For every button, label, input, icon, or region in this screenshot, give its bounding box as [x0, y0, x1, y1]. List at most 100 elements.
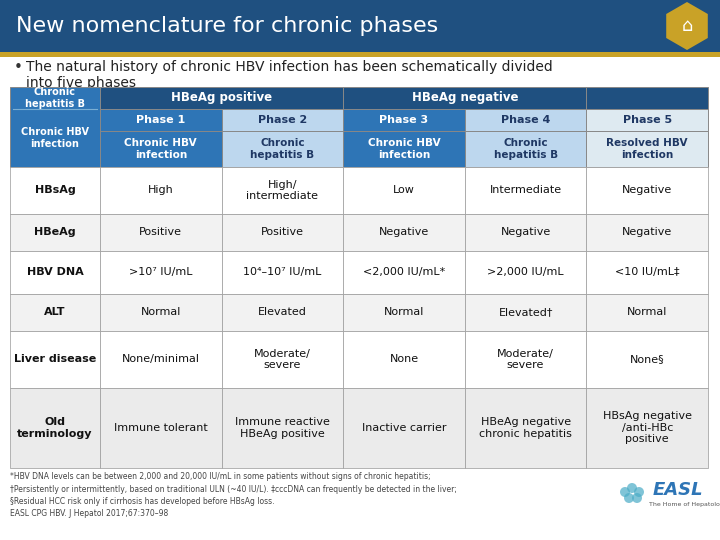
- Circle shape: [624, 493, 634, 503]
- Text: Normal: Normal: [627, 307, 667, 318]
- Bar: [465, 109, 586, 131]
- Text: Positive: Positive: [261, 227, 304, 237]
- Text: Phase 4: Phase 4: [501, 115, 550, 125]
- Text: Moderate/
severe: Moderate/ severe: [254, 348, 311, 370]
- Bar: [10, 167, 100, 214]
- Text: Chronic
hepatitis B: Chronic hepatitis B: [493, 138, 558, 160]
- Bar: [586, 294, 708, 331]
- Text: Chronic HBV
infection: Chronic HBV infection: [125, 138, 197, 160]
- Text: <10 IU/mL‡: <10 IU/mL‡: [615, 267, 680, 278]
- Polygon shape: [666, 2, 708, 50]
- Text: Normal: Normal: [384, 307, 424, 318]
- Text: into five phases: into five phases: [26, 76, 136, 90]
- Bar: [222, 388, 343, 468]
- Text: None/minimal: None/minimal: [122, 354, 200, 364]
- Bar: [343, 87, 586, 109]
- Bar: [10, 331, 100, 388]
- Bar: [100, 331, 222, 388]
- Text: Phase 3: Phase 3: [379, 115, 428, 125]
- Text: Inactive carrier: Inactive carrier: [361, 423, 446, 433]
- Bar: [100, 87, 343, 109]
- Text: Elevated: Elevated: [258, 307, 307, 318]
- Bar: [222, 167, 343, 214]
- Bar: [465, 331, 586, 388]
- Text: ⌂: ⌂: [681, 17, 693, 35]
- Bar: [100, 294, 222, 331]
- Text: Phase 2: Phase 2: [258, 115, 307, 125]
- Text: Intermediate: Intermediate: [490, 185, 562, 195]
- Bar: [465, 214, 586, 251]
- Bar: [100, 109, 222, 131]
- Text: The natural history of chronic HBV infection has been schematically divided: The natural history of chronic HBV infec…: [26, 60, 553, 74]
- Bar: [222, 331, 343, 388]
- Text: Low: Low: [393, 185, 415, 195]
- Text: Positive: Positive: [139, 227, 182, 237]
- Text: Negative: Negative: [379, 227, 429, 237]
- Bar: [10, 251, 100, 294]
- Text: Immune tolerant: Immune tolerant: [114, 423, 207, 433]
- Bar: [222, 214, 343, 251]
- Text: High/
intermediate: High/ intermediate: [246, 180, 318, 201]
- Text: Chronic HBV
infection: Chronic HBV infection: [21, 127, 89, 149]
- Text: HBeAg positive: HBeAg positive: [171, 91, 272, 105]
- Text: Negative: Negative: [622, 185, 672, 195]
- Text: New nomenclature for chronic phases: New nomenclature for chronic phases: [16, 16, 438, 36]
- Bar: [100, 167, 222, 214]
- Text: >10⁷ IU/mL: >10⁷ IU/mL: [129, 267, 192, 278]
- Bar: [222, 109, 343, 131]
- Circle shape: [634, 487, 644, 497]
- Bar: [343, 109, 465, 131]
- Bar: [222, 294, 343, 331]
- Text: Chronic HBV
infection: Chronic HBV infection: [368, 138, 441, 160]
- Text: Normal: Normal: [140, 307, 181, 318]
- Circle shape: [627, 483, 637, 493]
- Text: None: None: [390, 354, 418, 364]
- Text: Immune reactive
HBeAg positive: Immune reactive HBeAg positive: [235, 417, 330, 438]
- Text: HBeAg negative: HBeAg negative: [412, 91, 518, 105]
- Bar: [100, 388, 222, 468]
- Bar: [100, 251, 222, 294]
- Bar: [465, 388, 586, 468]
- Text: The Home of Hepatology: The Home of Hepatology: [649, 502, 720, 507]
- Text: ALT: ALT: [44, 307, 66, 318]
- Bar: [10, 294, 100, 331]
- Text: Chronic
hepatitis B: Chronic hepatitis B: [251, 138, 315, 160]
- Text: HBV DNA: HBV DNA: [27, 267, 84, 278]
- Bar: [10, 214, 100, 251]
- Text: Moderate/
severe: Moderate/ severe: [498, 348, 554, 370]
- Bar: [465, 167, 586, 214]
- Bar: [222, 251, 343, 294]
- Bar: [10, 87, 100, 167]
- Text: High: High: [148, 185, 174, 195]
- Bar: [586, 388, 708, 468]
- Circle shape: [632, 493, 642, 503]
- Bar: [586, 109, 708, 131]
- Text: HBsAg: HBsAg: [35, 185, 76, 195]
- Text: Liver disease: Liver disease: [14, 354, 96, 364]
- Bar: [10, 388, 100, 468]
- Bar: [343, 167, 465, 214]
- Bar: [343, 331, 465, 388]
- Bar: [343, 388, 465, 468]
- Text: HBeAg negative
chronic hepatitis: HBeAg negative chronic hepatitis: [480, 417, 572, 438]
- Bar: [465, 131, 586, 167]
- Text: Old
terminology: Old terminology: [17, 417, 93, 438]
- Text: Phase 1: Phase 1: [136, 115, 186, 125]
- Text: EASL: EASL: [653, 481, 703, 499]
- Text: HBsAg negative
/anti-HBc
positive: HBsAg negative /anti-HBc positive: [603, 411, 692, 444]
- Bar: [100, 214, 222, 251]
- Bar: [586, 251, 708, 294]
- Bar: [586, 87, 708, 109]
- Text: Negative: Negative: [622, 227, 672, 237]
- Text: None§: None§: [630, 354, 665, 364]
- Text: Chronic
hepatitis B: Chronic hepatitis B: [25, 87, 85, 109]
- Circle shape: [620, 487, 630, 497]
- Bar: [0, 52, 720, 57]
- Bar: [465, 294, 586, 331]
- Bar: [0, 0, 720, 52]
- Bar: [100, 131, 222, 167]
- Bar: [343, 214, 465, 251]
- Bar: [586, 167, 708, 214]
- Text: 10⁴–10⁷ IU/mL: 10⁴–10⁷ IU/mL: [243, 267, 322, 278]
- Text: *HBV DNA levels can be between 2,000 and 20,000 IU/mL in some patients without s: *HBV DNA levels can be between 2,000 and…: [10, 472, 457, 518]
